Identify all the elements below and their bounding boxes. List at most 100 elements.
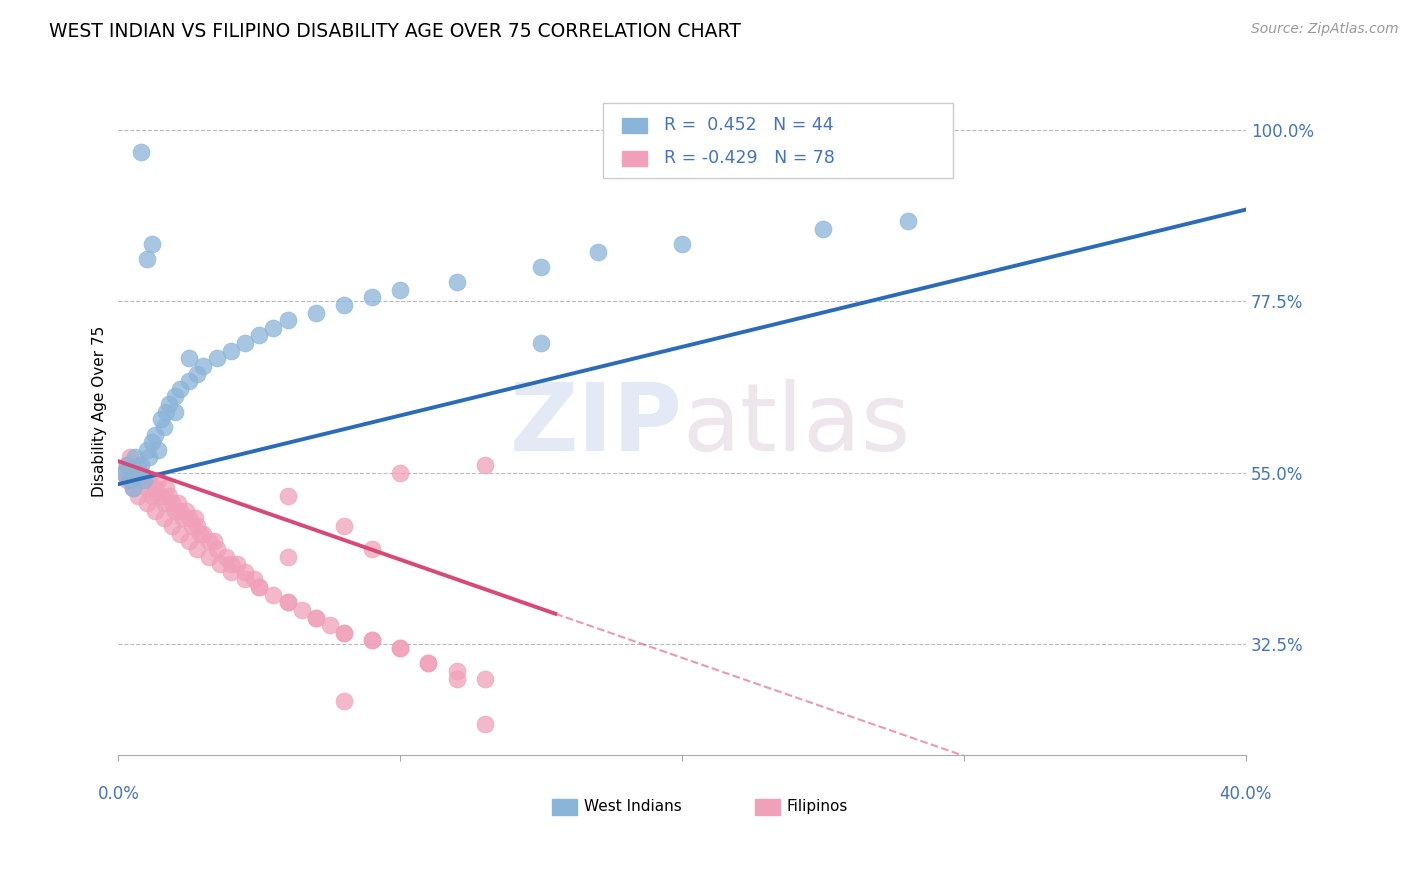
Point — [389, 641, 412, 656]
Point — [135, 481, 157, 495]
Point — [138, 450, 160, 465]
Point — [166, 496, 188, 510]
Point — [127, 466, 149, 480]
Point — [389, 466, 412, 480]
Point — [247, 328, 270, 343]
Point — [135, 252, 157, 267]
Point — [174, 504, 197, 518]
Point — [163, 405, 186, 419]
Point — [247, 580, 270, 594]
Point — [155, 405, 177, 419]
Point — [112, 466, 135, 480]
Point — [811, 221, 834, 235]
Text: R = -0.429   N = 78: R = -0.429 N = 78 — [664, 150, 835, 168]
Point — [418, 657, 440, 671]
Point — [202, 534, 225, 549]
Point — [172, 511, 194, 525]
Point — [897, 214, 920, 228]
Point — [177, 351, 200, 366]
Point — [129, 466, 152, 480]
Point — [418, 657, 440, 671]
Point — [277, 313, 299, 327]
Point — [169, 382, 191, 396]
Point — [389, 641, 412, 656]
Point — [225, 557, 247, 571]
Point — [163, 389, 186, 403]
Point — [143, 504, 166, 518]
Point — [247, 580, 270, 594]
Text: ZIP: ZIP — [509, 379, 682, 471]
Point — [291, 603, 314, 617]
Point — [219, 343, 242, 358]
Point — [530, 260, 553, 274]
Point — [163, 504, 186, 518]
Point — [446, 275, 468, 289]
Point — [135, 496, 157, 510]
Point — [305, 305, 328, 319]
Point — [183, 511, 205, 525]
Point — [118, 450, 141, 465]
Point — [129, 458, 152, 472]
Point — [186, 541, 208, 556]
Point — [361, 633, 384, 648]
Point — [124, 473, 146, 487]
Point — [157, 489, 180, 503]
Point — [177, 511, 200, 525]
Point — [155, 481, 177, 495]
Point — [186, 519, 208, 533]
Text: R =  0.452   N = 44: R = 0.452 N = 44 — [664, 117, 834, 135]
Point — [169, 504, 191, 518]
Point — [115, 458, 138, 472]
Point — [138, 473, 160, 487]
Point — [233, 565, 256, 579]
Point — [233, 573, 256, 587]
Point — [319, 618, 342, 632]
Point — [191, 359, 214, 373]
Point — [389, 283, 412, 297]
Point — [127, 458, 149, 472]
Point — [127, 489, 149, 503]
FancyBboxPatch shape — [603, 103, 953, 178]
Point — [208, 557, 231, 571]
Point — [474, 672, 496, 686]
Point — [242, 573, 264, 587]
Point — [333, 625, 356, 640]
Point — [132, 473, 155, 487]
FancyBboxPatch shape — [755, 799, 780, 814]
Point — [177, 374, 200, 388]
Point — [361, 633, 384, 648]
Point — [152, 496, 174, 510]
Point — [219, 557, 242, 571]
Point — [197, 534, 219, 549]
Point — [188, 526, 211, 541]
Point — [112, 466, 135, 480]
Point — [530, 336, 553, 351]
Point — [143, 427, 166, 442]
FancyBboxPatch shape — [623, 151, 647, 166]
Point — [152, 511, 174, 525]
Point — [446, 672, 468, 686]
Text: Filipinos: Filipinos — [787, 799, 848, 814]
Point — [446, 664, 468, 678]
Point — [262, 588, 284, 602]
Point — [333, 694, 356, 708]
Point — [121, 481, 143, 495]
Point — [191, 526, 214, 541]
Point — [333, 298, 356, 312]
Point — [160, 496, 183, 510]
Point — [586, 244, 609, 259]
Point — [169, 526, 191, 541]
Point — [671, 236, 693, 251]
Point — [262, 320, 284, 334]
Point — [277, 595, 299, 609]
Point — [115, 458, 138, 472]
Point — [305, 610, 328, 624]
Point — [333, 519, 356, 533]
Point — [361, 290, 384, 304]
Point — [233, 336, 256, 351]
Point — [141, 236, 163, 251]
FancyBboxPatch shape — [623, 118, 647, 133]
Point — [157, 397, 180, 411]
Point — [115, 473, 138, 487]
Point — [180, 519, 202, 533]
